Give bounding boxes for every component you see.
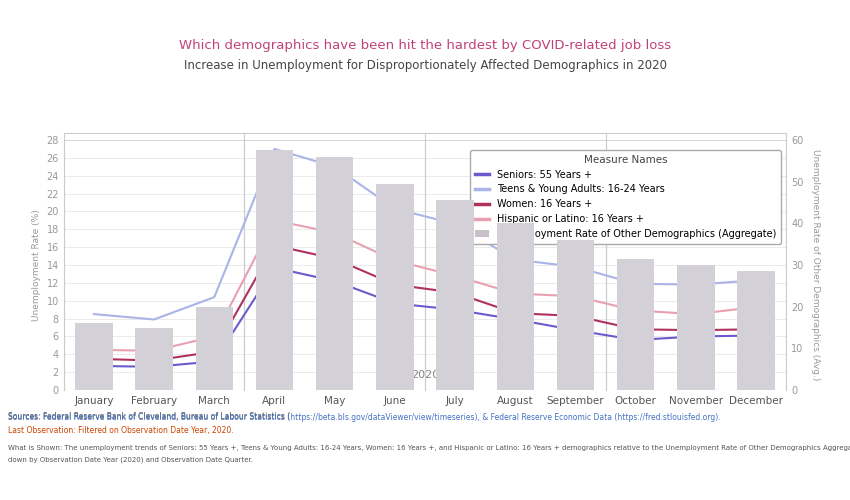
Bar: [557, 240, 594, 390]
Bar: [377, 184, 414, 390]
Y-axis label: Unemployment Rate (%): Unemployment Rate (%): [31, 209, 41, 321]
Y-axis label: Unemployment Rate of Other Demographics (Avg.): Unemployment Rate of Other Demographics …: [811, 150, 820, 380]
Bar: [738, 271, 775, 390]
Text: down by Observation Date Year (2020) and Observation Date Quarter.: down by Observation Date Year (2020) and…: [8, 456, 253, 463]
Bar: [196, 306, 233, 390]
Text: 2020: 2020: [411, 370, 439, 380]
Bar: [316, 156, 354, 390]
Bar: [135, 328, 173, 390]
Text: Q1: Q1: [146, 371, 162, 381]
Legend: Seniors: 55 Years +, Teens & Young Adults: 16-24 Years, Women: 16 Years +, Hispa: Seniors: 55 Years +, Teens & Young Adult…: [470, 150, 781, 244]
Bar: [496, 224, 534, 390]
Text: What is Shown: The unemployment trends of Seniors: 55 Years +, Teens & Young Adu: What is Shown: The unemployment trends o…: [8, 445, 850, 451]
Text: Q3: Q3: [507, 371, 524, 381]
Bar: [677, 265, 715, 390]
Text: Increase in Unemployment for Disproportionately Affected Demographics in 2020: Increase in Unemployment for Disproporti…: [184, 60, 666, 72]
Bar: [436, 200, 473, 390]
Bar: [617, 259, 654, 390]
Bar: [256, 150, 293, 390]
Text: Sources: Federal Reserve Bank of Cleveland, Bureau of Labour Statistics (: Sources: Federal Reserve Bank of Clevela…: [8, 412, 291, 422]
Text: Q4: Q4: [688, 371, 704, 381]
Text: Sources: Federal Reserve Bank of Cleveland, Bureau of Labour Statistics (https:/: Sources: Federal Reserve Bank of Clevela…: [8, 412, 721, 422]
Text: Which demographics have been hit the hardest by COVID-related job loss: Which demographics have been hit the har…: [179, 40, 671, 52]
Text: Q2: Q2: [326, 371, 343, 381]
Text: Last Observation: Filtered on Observation Date Year, 2020.: Last Observation: Filtered on Observatio…: [8, 426, 234, 436]
Bar: [75, 324, 112, 390]
